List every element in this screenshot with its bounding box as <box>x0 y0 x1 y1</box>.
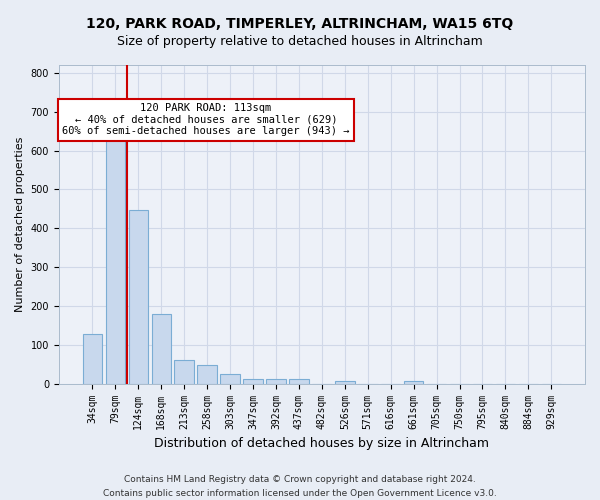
Bar <box>244 379 263 384</box>
Bar <box>197 365 217 384</box>
Bar <box>289 380 308 384</box>
Bar <box>128 210 148 384</box>
Bar <box>106 128 125 384</box>
Bar <box>266 378 286 384</box>
Text: Size of property relative to detached houses in Altrincham: Size of property relative to detached ho… <box>117 35 483 48</box>
Bar <box>152 314 171 384</box>
X-axis label: Distribution of detached houses by size in Altrincham: Distribution of detached houses by size … <box>154 437 490 450</box>
Bar <box>335 381 355 384</box>
Text: 120 PARK ROAD: 113sqm
← 40% of detached houses are smaller (629)
60% of semi-det: 120 PARK ROAD: 113sqm ← 40% of detached … <box>62 103 350 136</box>
Y-axis label: Number of detached properties: Number of detached properties <box>15 136 25 312</box>
Bar <box>175 360 194 384</box>
Bar <box>83 334 102 384</box>
Text: Contains HM Land Registry data © Crown copyright and database right 2024.
Contai: Contains HM Land Registry data © Crown c… <box>103 476 497 498</box>
Bar <box>404 380 424 384</box>
Bar <box>220 374 240 384</box>
Text: 120, PARK ROAD, TIMPERLEY, ALTRINCHAM, WA15 6TQ: 120, PARK ROAD, TIMPERLEY, ALTRINCHAM, W… <box>86 18 514 32</box>
